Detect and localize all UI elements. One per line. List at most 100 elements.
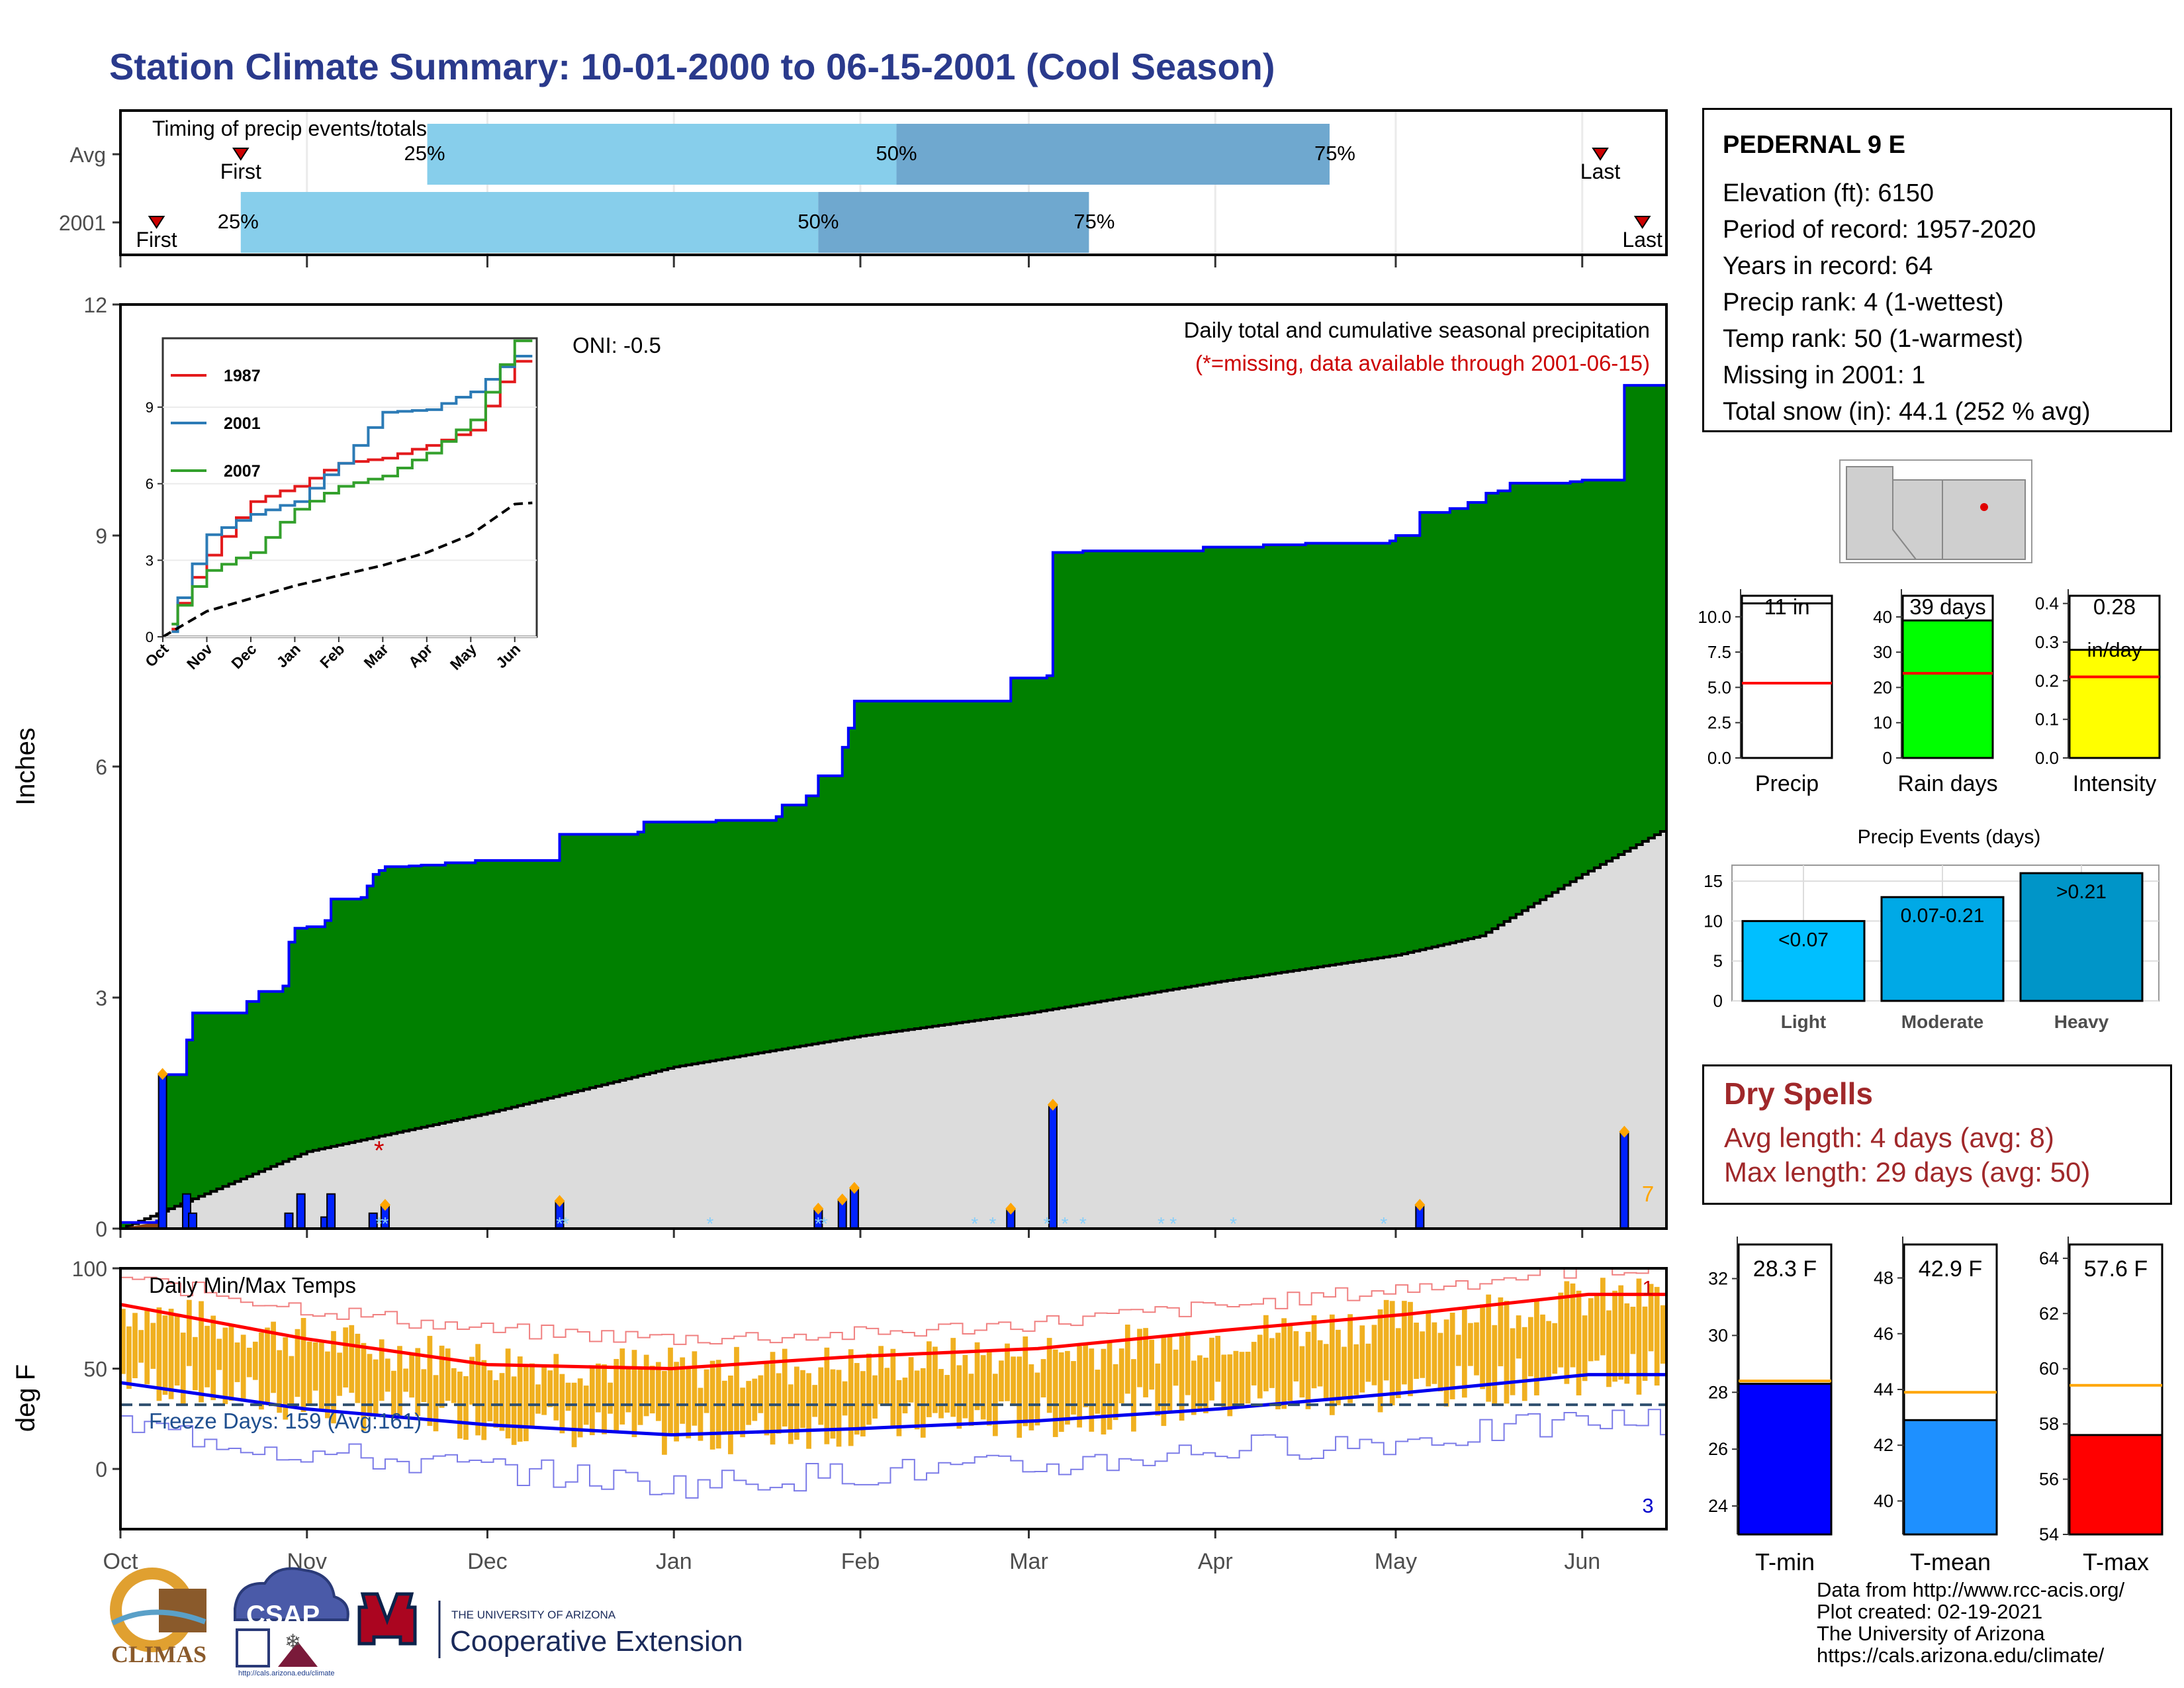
temp-panel-label: Daily Min/Max Temps <box>149 1273 356 1297</box>
mini-bar-y-tick-label: 0 <box>1883 748 1892 768</box>
daily-temp-bar <box>1185 1331 1191 1395</box>
daily-temp-bar <box>535 1384 541 1414</box>
mini-bar-y-tick-label: 5.0 <box>1707 677 1731 697</box>
daily-temp-bar <box>403 1368 408 1392</box>
timing-row-label: 2001 <box>59 211 106 235</box>
daily-precip-bar <box>1619 1131 1629 1230</box>
daily-temp-bar <box>758 1375 764 1413</box>
dry-spells-title: Dry Spells <box>1724 1076 1873 1111</box>
station-period: Period of record: 1957-2020 <box>1723 216 2036 244</box>
temp-bar-y-tick-label: 26 <box>1708 1439 1728 1459</box>
temp-bar-y-tick-label: 24 <box>1708 1496 1728 1516</box>
daily-temp-bar <box>692 1351 698 1426</box>
x-axis-month-label: Mar <box>1009 1549 1048 1574</box>
timing-first-marker <box>148 216 165 229</box>
daily-temp-bar <box>1317 1340 1323 1387</box>
daily-temp-bar <box>1263 1315 1269 1391</box>
daily-temp-bar <box>1155 1363 1161 1416</box>
daily-temp-bar <box>631 1350 637 1438</box>
map-state-nm <box>1942 479 2026 560</box>
oni-label: ONI: -0.5 <box>572 333 661 357</box>
csap-rain-icon <box>236 1628 270 1667</box>
daily-temp-bar <box>1203 1357 1208 1413</box>
daily-temp-bar <box>415 1348 421 1416</box>
daily-temp-bar <box>1402 1301 1407 1385</box>
event-marker <box>1005 1202 1017 1215</box>
daily-temp-bar <box>1095 1370 1101 1414</box>
credit-url[interactable]: https://cals.arizona.edu/climate/ <box>1817 1644 2105 1667</box>
snow-marker: * <box>815 1213 822 1234</box>
temp-bar-y-tick-label: 48 <box>1874 1268 1893 1288</box>
daily-temp-bar <box>228 1324 234 1401</box>
daily-temp-bar <box>1040 1359 1046 1398</box>
snow-marker: * <box>1043 1213 1050 1234</box>
events-y-tick-label: 10 <box>1704 911 1723 931</box>
daily-temp-bar <box>974 1342 980 1411</box>
daily-temp-bar <box>1089 1348 1095 1432</box>
daily-temp-bar <box>890 1348 896 1428</box>
daily-precip-bar <box>296 1193 306 1230</box>
x-axis-month-label: Oct <box>103 1549 138 1574</box>
daily-temp-bar <box>1377 1309 1383 1413</box>
mini-bar-y-tick-label: 7.5 <box>1707 642 1731 662</box>
daily-temp-bar <box>926 1341 932 1417</box>
daily-temp-bar <box>193 1336 198 1391</box>
daily-temp-bar <box>1245 1352 1251 1404</box>
precip-y-tick-label: 6 <box>95 755 107 779</box>
daily-temp-bar <box>1065 1350 1070 1425</box>
timing-p75-label: 75% <box>1073 210 1115 233</box>
avg-min-line <box>120 1373 1666 1437</box>
daily-temp-bar <box>150 1323 156 1369</box>
temp-bar-t-mean <box>1903 1419 1998 1536</box>
inset-normal-line <box>163 501 533 637</box>
daily-temp-bar <box>325 1351 330 1419</box>
daily-temp-bar <box>1143 1328 1148 1397</box>
temp-bar-y-tick-label: 62 <box>2039 1303 2059 1323</box>
daily-temp-bar <box>872 1375 878 1419</box>
temp-bar-y-tick-label: 44 <box>1874 1380 1893 1399</box>
events-category-label: Light <box>1781 1011 1826 1032</box>
mini-bar-y-tick-label: 20 <box>1873 677 1892 697</box>
daily-temp-bar <box>1269 1338 1275 1388</box>
temp-bar-y-tick-label: 40 <box>1874 1491 1893 1511</box>
temp-y-tick-label: 50 <box>83 1358 107 1382</box>
page-title: Station Climate Summary: 10-01-2000 to 0… <box>109 46 1275 87</box>
daily-temp-bar <box>1624 1303 1630 1384</box>
daily-temp-bar <box>625 1368 631 1413</box>
events-bar-heavy <box>2019 872 2144 1002</box>
daily-temp-bar <box>589 1368 595 1436</box>
daily-temp-bar <box>1516 1315 1522 1359</box>
credit-university: The University of Arizona <box>1817 1622 2045 1645</box>
station-elevation: Elevation (ft): 6150 <box>1723 179 1934 207</box>
mini-bar-value: 11 in <box>1764 594 1809 619</box>
csap-logo-text: CSAP <box>246 1601 320 1630</box>
daily-temp-bar <box>312 1342 318 1391</box>
daily-temp-bar <box>1486 1294 1492 1402</box>
daily-temp-bar <box>234 1342 240 1382</box>
snow-marker: * <box>1380 1213 1387 1234</box>
snow-marker: * <box>556 1213 563 1234</box>
x-axis-month-label: May <box>1375 1549 1417 1574</box>
daily-temp-bar <box>1052 1349 1058 1437</box>
daily-temp-bar <box>734 1346 739 1432</box>
daily-temp-bar <box>938 1369 944 1419</box>
daily-temp-bar <box>962 1354 968 1419</box>
daily-temp-bar <box>487 1370 493 1422</box>
precip-title: Daily total and cumulative seasonal prec… <box>1184 318 1650 342</box>
daily-temp-bar <box>1558 1292 1564 1368</box>
daily-temp-bar <box>800 1370 805 1429</box>
daily-temp-bar <box>349 1325 355 1393</box>
daily-temp-bar <box>168 1309 174 1399</box>
temp-bar-y-tick-label: 46 <box>1874 1324 1893 1344</box>
daily-temp-bar <box>547 1370 553 1407</box>
inset-series-2001 <box>171 354 533 633</box>
daily-temp-bar <box>409 1353 415 1398</box>
daily-temp-bar <box>602 1364 607 1434</box>
x-axis-month-label: Jun <box>1564 1549 1600 1574</box>
daily-temp-bar <box>1437 1333 1443 1391</box>
daily-temp-bar <box>1137 1329 1142 1387</box>
daily-temp-bar <box>728 1375 733 1454</box>
daily-temp-bar <box>1167 1335 1173 1412</box>
avg-max-line <box>120 1292 1666 1371</box>
daily-precip-bar <box>1048 1104 1058 1230</box>
